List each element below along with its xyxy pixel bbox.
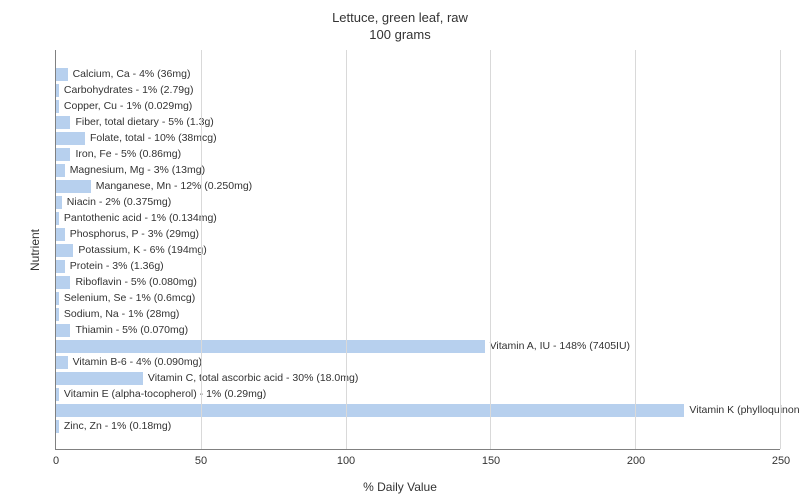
bar-label: Manganese, Mn - 12% (0.250mg) [96,181,252,192]
x-tick-label: 0 [53,455,59,467]
bar-row: Carbohydrates - 1% (2.79g) [56,82,780,98]
bar-label: Selenium, Se - 1% (0.6mcg) [64,293,195,304]
bar-label: Phosphorus, P - 3% (29mg) [70,229,199,240]
y-axis-label: Nutrient [28,229,42,271]
bar-row: Vitamin K (phylloquinone) - 217% (173.6m… [56,402,780,418]
bar [56,324,70,337]
bar-label: Carbohydrates - 1% (2.79g) [64,85,194,96]
bar-row: Potassium, K - 6% (194mg) [56,242,780,258]
bar-label: Iron, Fe - 5% (0.86mg) [75,149,181,160]
bar [56,372,143,385]
bar-label: Vitamin K (phylloquinone) - 217% (173.6m… [689,405,800,416]
bar [56,164,65,177]
bar [56,340,485,353]
bar-row: Vitamin E (alpha-tocopherol) - 1% (0.29m… [56,386,780,402]
bar-row: Selenium, Se - 1% (0.6mcg) [56,290,780,306]
bar-row: Manganese, Mn - 12% (0.250mg) [56,178,780,194]
bar-row: Thiamin - 5% (0.070mg) [56,322,780,338]
bar [56,228,65,241]
bar [56,196,62,209]
x-tick-label: 150 [482,455,500,467]
bar [56,132,85,145]
bar-row: Phosphorus, P - 3% (29mg) [56,226,780,242]
bar-label: Sodium, Na - 1% (28mg) [64,309,180,320]
chart-title: Lettuce, green leaf, raw 100 grams [0,10,800,44]
bar-label: Thiamin - 5% (0.070mg) [75,325,188,336]
bar [56,244,73,257]
bar-row: Copper, Cu - 1% (0.029mg) [56,98,780,114]
bars-layer: Calcium, Ca - 4% (36mg) Carbohydrates - 1… [56,50,780,449]
bar-label: Copper, Cu - 1% (0.029mg) [64,101,192,112]
bar-row: Pantothenic acid - 1% (0.134mg) [56,210,780,226]
bar-row: Riboflavin - 5% (0.080mg) [56,274,780,290]
bar-row: Protein - 3% (1.36g) [56,258,780,274]
bar-label: Vitamin C, total ascorbic acid - 30% (18… [148,373,358,384]
bar [56,68,68,81]
bar-row: Folate, total - 10% (38mcg) [56,130,780,146]
bar [56,100,59,113]
x-tick-label: 250 [772,455,790,467]
bar [56,308,59,321]
bar-row: Vitamin A, IU - 148% (7405IU) [56,338,780,354]
bar-label: Protein - 3% (1.36g) [70,261,164,272]
bar [56,404,684,417]
bar-row: Calcium, Ca - 4% (36mg) [56,66,780,82]
bar-row: Iron, Fe - 5% (0.86mg) [56,146,780,162]
bar [56,84,59,97]
bar-row: Vitamin B-6 - 4% (0.090mg) [56,354,780,370]
bar [56,356,68,369]
bar-label: Riboflavin - 5% (0.080mg) [75,277,196,288]
bar-label: Pantothenic acid - 1% (0.134mg) [64,213,217,224]
chart-container: Lettuce, green leaf, raw 100 grams Nutri… [0,0,800,500]
bar [56,420,59,433]
bar-label: Vitamin B-6 - 4% (0.090mg) [73,357,202,368]
x-tick-label: 50 [195,455,207,467]
bar-row: Sodium, Na - 1% (28mg) [56,306,780,322]
bar-label: Potassium, K - 6% (194mg) [78,245,206,256]
bar [56,388,59,401]
bar [56,116,70,129]
x-tick-label: 200 [627,455,645,467]
bar-row: Niacin - 2% (0.375mg) [56,194,780,210]
bar [56,292,59,305]
bar-label: Magnesium, Mg - 3% (13mg) [70,165,205,176]
bar-label: Calcium, Ca - 4% (36mg) [73,69,191,80]
bar-row: Fiber, total dietary - 5% (1.3g) [56,114,780,130]
bar-label: Vitamin A, IU - 148% (7405IU) [490,341,630,352]
bar-row: Magnesium, Mg - 3% (13mg) [56,162,780,178]
bar-row: Vitamin C, total ascorbic acid - 30% (18… [56,370,780,386]
bar-label: Fiber, total dietary - 5% (1.3g) [75,117,213,128]
x-tick-label: 100 [337,455,355,467]
bar [56,148,70,161]
bar [56,276,70,289]
plot-area: Calcium, Ca - 4% (36mg) Carbohydrates - 1… [55,50,780,450]
bar [56,212,59,225]
bar [56,260,65,273]
bar-label: Vitamin E (alpha-tocopherol) - 1% (0.29m… [64,389,266,400]
chart-title-line2: 100 grams [0,27,800,44]
bar-row: Zinc, Zn - 1% (0.18mg) [56,418,780,434]
chart-title-line1: Lettuce, green leaf, raw [0,10,800,27]
bar-label: Zinc, Zn - 1% (0.18mg) [64,421,171,432]
x-axis-label: % Daily Value [0,480,800,494]
bar-label: Niacin - 2% (0.375mg) [67,197,171,208]
bar [56,180,91,193]
gridline [780,50,781,449]
bar-label: Folate, total - 10% (38mcg) [90,133,217,144]
